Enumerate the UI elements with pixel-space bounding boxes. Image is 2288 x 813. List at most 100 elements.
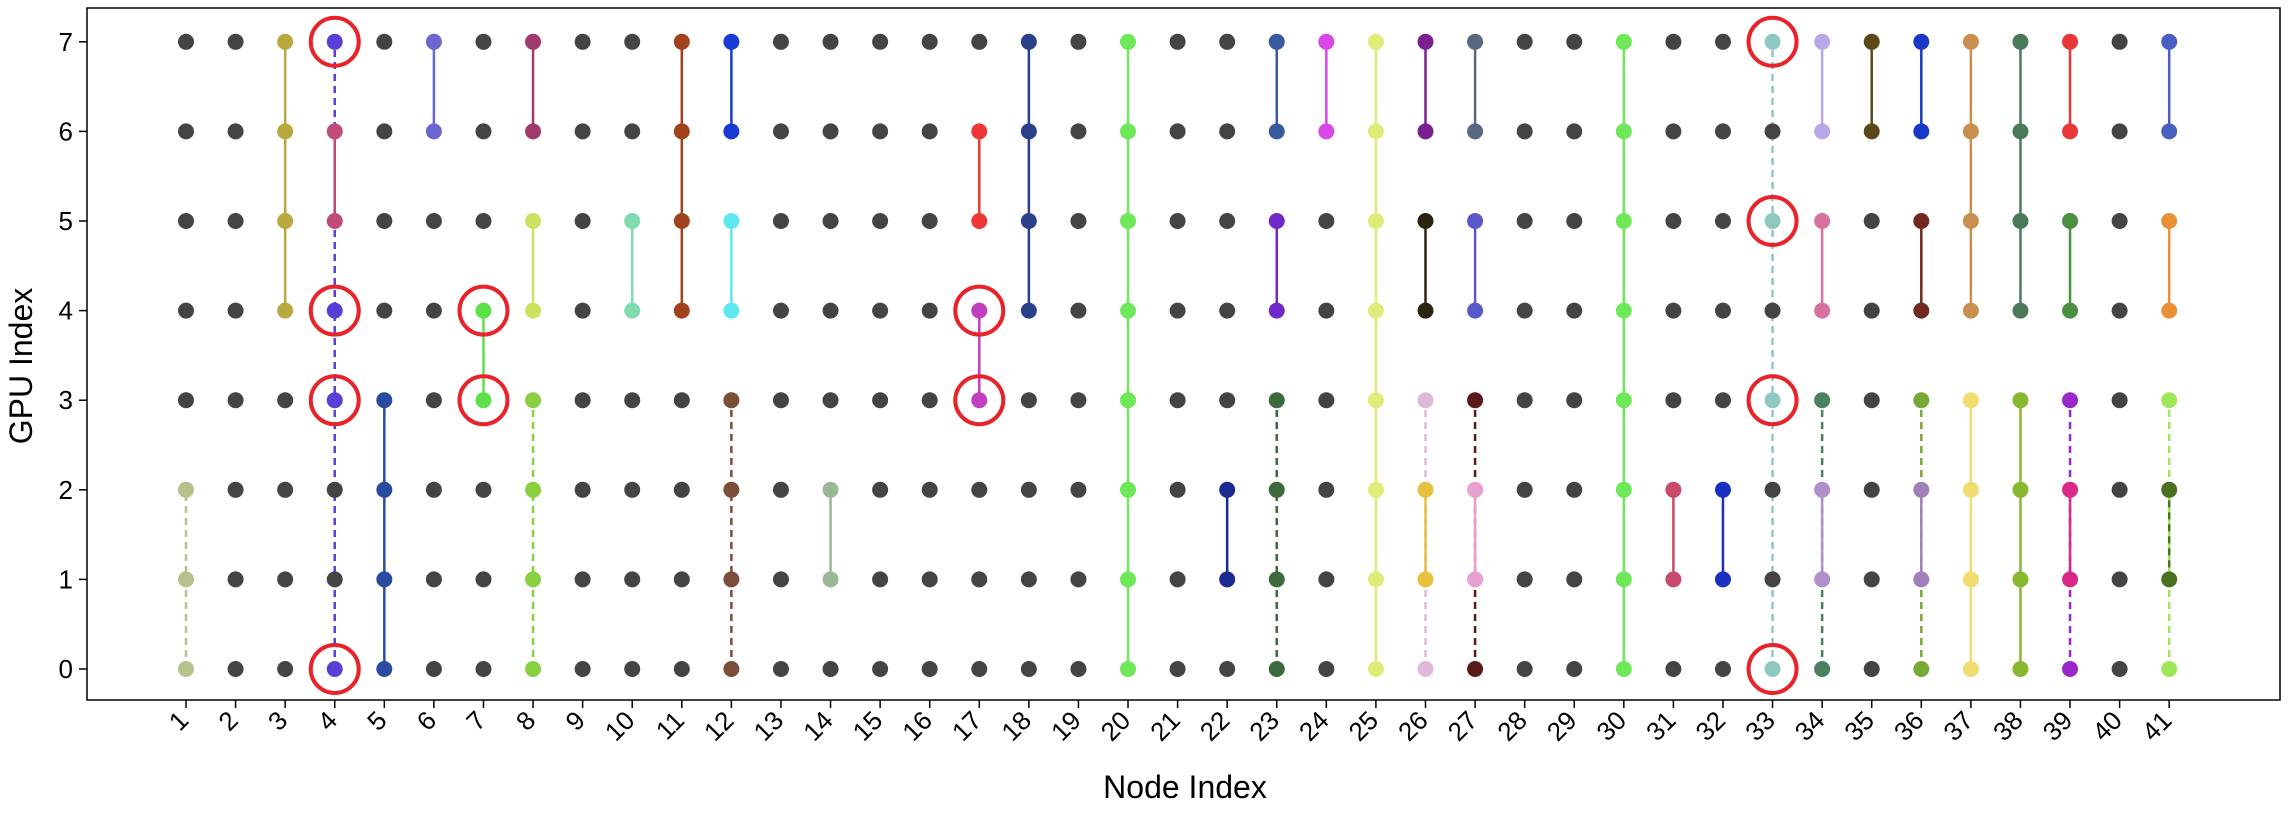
point-node-21-gpu-3 (1169, 392, 1186, 409)
point-node-15-gpu-3 (872, 392, 889, 409)
highlight-node-4-gpu-3 (308, 374, 361, 427)
point-node-24-gpu-1 (1318, 571, 1335, 588)
point-node-15-gpu-6 (872, 123, 889, 140)
point-node-28-gpu-2 (1516, 481, 1533, 498)
point-node-38-gpu-1 (2012, 571, 2029, 588)
point-node-24-gpu-7 (1318, 33, 1335, 50)
point-node-1-gpu-4 (178, 302, 194, 319)
y-tick-label: 6 (59, 116, 73, 146)
x-tick-label: 15 (847, 705, 889, 747)
point-node-37-gpu-2 (1962, 481, 1979, 498)
point-node-1-gpu-0 (178, 661, 194, 677)
point-node-36-gpu-3 (1913, 392, 1930, 409)
point-node-34-gpu-3 (1814, 392, 1831, 409)
point-node-10-gpu-4 (624, 302, 641, 319)
point-node-19-gpu-0 (1070, 661, 1087, 677)
point-node-23-gpu-5 (1268, 213, 1285, 229)
point-node-28-gpu-4 (1516, 302, 1533, 319)
x-tick-label: 32 (1690, 705, 1732, 747)
point-node-32-gpu-0 (1714, 661, 1731, 677)
point-node-8-gpu-3 (525, 392, 542, 409)
point-node-14-gpu-2 (822, 481, 839, 498)
point-node-22-gpu-4 (1219, 302, 1236, 319)
point-node-5-gpu-6 (376, 123, 393, 140)
point-node-8-gpu-2 (525, 481, 542, 498)
point-node-6-gpu-7 (425, 33, 442, 50)
point-node-40-gpu-1 (2111, 571, 2128, 588)
point-node-32-gpu-3 (1714, 392, 1731, 409)
point-node-26-gpu-0 (1417, 661, 1434, 677)
data-points (178, 33, 2178, 677)
point-node-16-gpu-1 (921, 571, 938, 588)
x-tick-label: 27 (1442, 705, 1484, 747)
point-node-8-gpu-5 (525, 213, 542, 229)
point-node-5-gpu-0 (376, 661, 393, 677)
highlight-node-17-gpu-4 (953, 284, 1006, 337)
point-node-38-gpu-6 (2012, 123, 2029, 140)
point-node-30-gpu-4 (1615, 302, 1632, 319)
point-node-13-gpu-4 (772, 302, 789, 319)
point-node-7-gpu-4 (475, 302, 492, 319)
point-node-12-gpu-4 (723, 302, 740, 319)
point-node-20-gpu-5 (1120, 213, 1137, 229)
point-node-34-gpu-5 (1814, 213, 1831, 229)
point-node-26-gpu-5 (1417, 213, 1434, 229)
point-node-35-gpu-1 (1863, 571, 1880, 588)
x-tick-label: 29 (1541, 705, 1583, 747)
point-node-41-gpu-6 (2161, 123, 2178, 140)
point-node-4-gpu-3 (326, 392, 343, 409)
point-node-26-gpu-6 (1417, 123, 1434, 140)
x-tick-label: 23 (1243, 705, 1285, 747)
point-node-25-gpu-3 (1367, 392, 1384, 409)
x-tick-label: 24 (1293, 705, 1335, 747)
point-node-22-gpu-6 (1219, 123, 1236, 140)
point-node-13-gpu-3 (772, 392, 789, 409)
point-node-37-gpu-0 (1962, 661, 1979, 677)
point-node-6-gpu-5 (425, 213, 442, 229)
point-node-35-gpu-6 (1863, 123, 1880, 140)
highlight-circles (308, 15, 1799, 695)
point-node-34-gpu-1 (1814, 571, 1831, 588)
point-node-17-gpu-7 (971, 33, 988, 50)
point-node-8-gpu-7 (525, 33, 542, 50)
point-node-40-gpu-4 (2111, 302, 2128, 319)
point-node-28-gpu-1 (1516, 571, 1533, 588)
point-node-15-gpu-0 (872, 661, 889, 677)
point-node-4-gpu-4 (326, 302, 343, 319)
point-node-19-gpu-5 (1070, 213, 1087, 229)
point-node-3-gpu-1 (277, 571, 294, 588)
point-node-4-gpu-1 (326, 571, 343, 588)
point-node-16-gpu-4 (921, 302, 938, 319)
point-node-13-gpu-1 (772, 571, 789, 588)
point-node-1-gpu-1 (178, 571, 194, 588)
point-node-33-gpu-0 (1764, 661, 1781, 677)
x-tick-label: 8 (510, 705, 541, 736)
point-node-6-gpu-3 (425, 392, 442, 409)
y-tick-label: 0 (59, 654, 73, 684)
point-node-29-gpu-4 (1566, 302, 1583, 319)
point-node-11-gpu-4 (673, 302, 690, 319)
point-node-19-gpu-4 (1070, 302, 1087, 319)
point-node-29-gpu-5 (1566, 213, 1583, 229)
point-node-31-gpu-0 (1665, 661, 1682, 677)
x-tick-label: 31 (1640, 705, 1682, 747)
point-node-32-gpu-7 (1714, 33, 1731, 50)
point-node-5-gpu-2 (376, 481, 393, 498)
point-node-4-gpu-5 (326, 213, 343, 229)
point-node-9-gpu-5 (574, 213, 591, 229)
point-node-10-gpu-2 (624, 481, 641, 498)
point-node-17-gpu-1 (971, 571, 988, 588)
point-node-21-gpu-4 (1169, 302, 1186, 319)
point-node-18-gpu-7 (1020, 33, 1037, 50)
point-node-14-gpu-5 (822, 213, 839, 229)
point-node-8-gpu-0 (525, 661, 542, 677)
x-tick-label: 2 (212, 705, 243, 736)
point-node-1-gpu-2 (178, 481, 194, 498)
x-axis-ticks: 1 2 3 4 5 6 7 8 9 10 11 12 13 14 15 16 17 18 19 20 21 22 23 24 2… (163, 700, 2177, 747)
x-tick-label: 34 (1789, 705, 1831, 747)
point-node-11-gpu-3 (673, 392, 690, 409)
point-node-4-gpu-7 (326, 33, 343, 50)
point-node-36-gpu-5 (1913, 213, 1930, 229)
